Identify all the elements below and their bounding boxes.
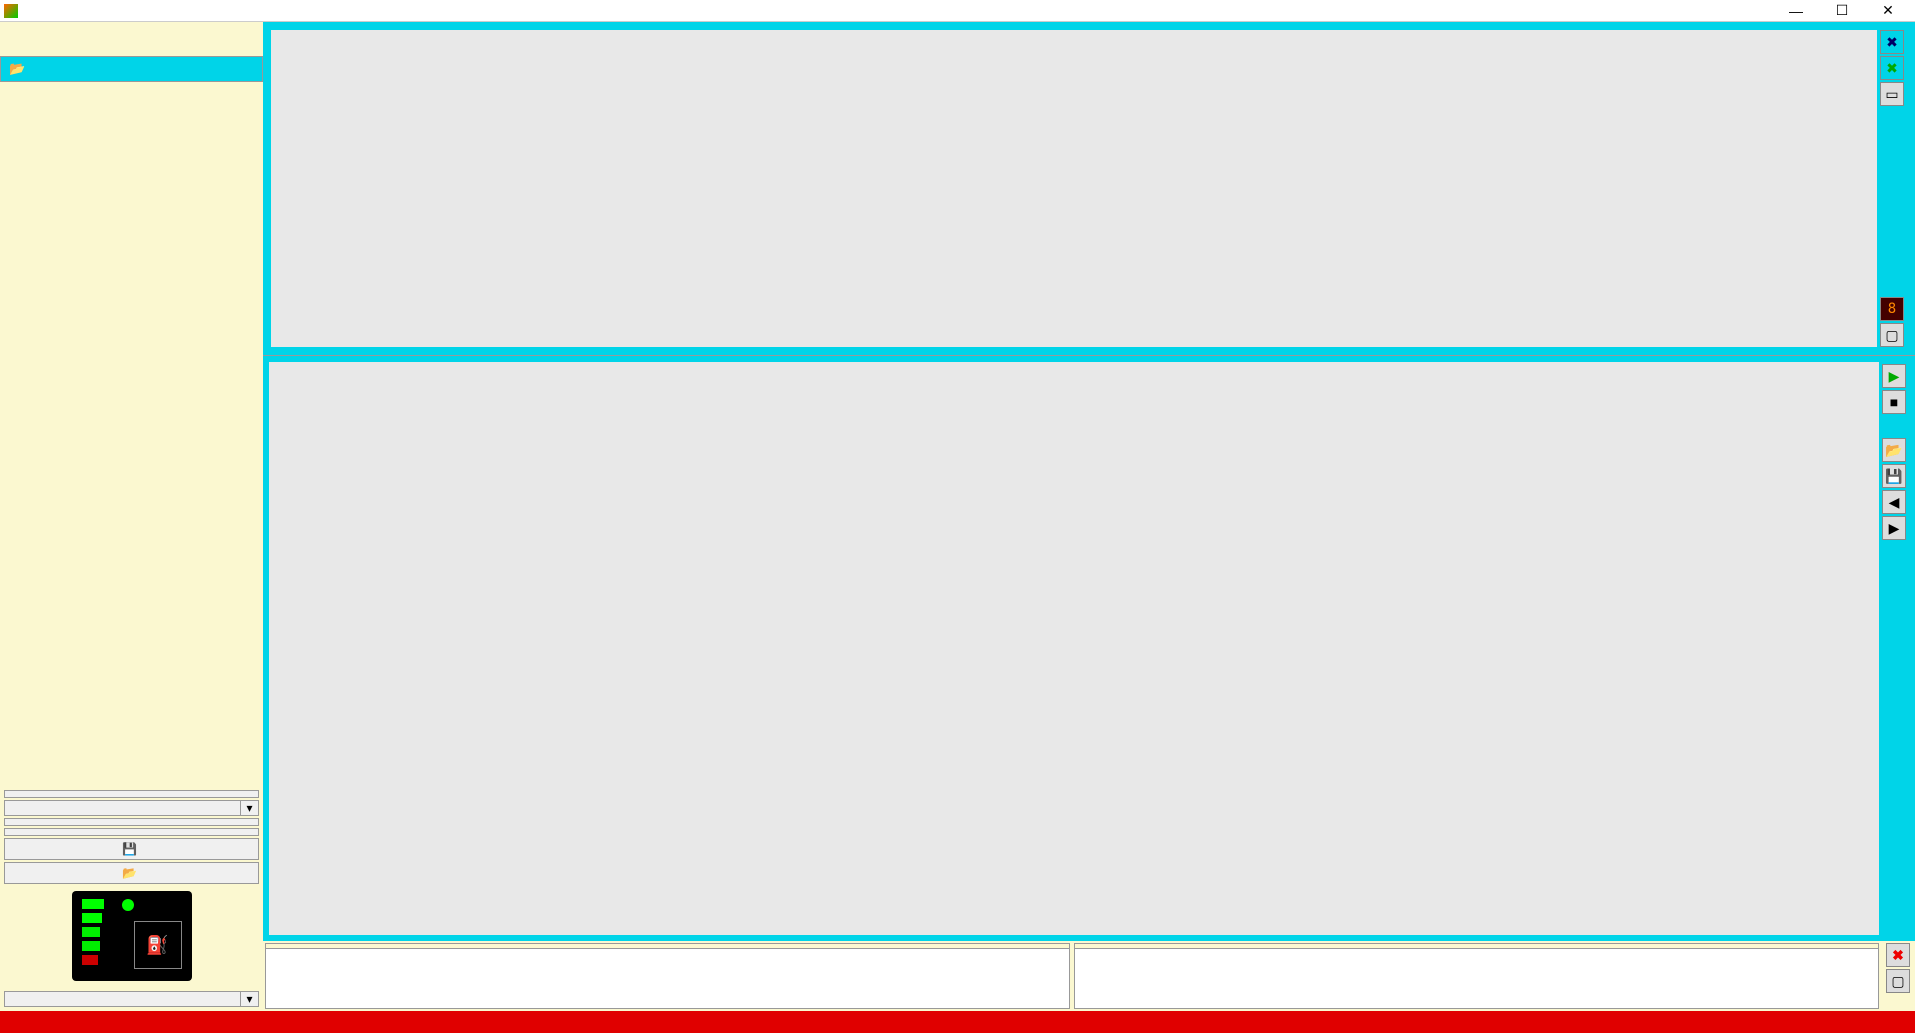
open-button[interactable]: 📂 bbox=[4, 862, 259, 884]
refresh-button[interactable] bbox=[4, 818, 259, 826]
oscilloscope-area: ▶ ■ 📂 💾 ◀ ▶ bbox=[263, 356, 1915, 941]
osc-stop-icon[interactable]: ■ bbox=[1882, 390, 1906, 414]
osc-save-icon[interactable]: 💾 bbox=[1882, 464, 1906, 488]
multiplier-chart[interactable] bbox=[271, 30, 1877, 347]
docs-button[interactable] bbox=[4, 790, 259, 798]
tool-rect-icon[interactable]: ▭ bbox=[1880, 82, 1904, 106]
settings-button[interactable]: 📂 bbox=[0, 56, 263, 82]
language-dropdown-icon[interactable]: ▾ bbox=[241, 800, 259, 816]
registered-errors-title bbox=[1075, 944, 1878, 949]
titlebar: — ☐ ✕ bbox=[0, 0, 1915, 22]
errors-area: ✖ ▢ bbox=[263, 941, 1915, 1011]
language-button[interactable] bbox=[4, 800, 241, 816]
registered-errors-panel bbox=[1074, 943, 1879, 1009]
ecu-errors-panel bbox=[265, 943, 1070, 1009]
gas-indicator: ⛽ bbox=[72, 891, 192, 981]
close-button[interactable]: ✕ bbox=[1865, 1, 1911, 21]
oscilloscope-chart[interactable] bbox=[269, 362, 1879, 935]
tool-box-icon[interactable]: ▢ bbox=[1880, 323, 1904, 347]
tool-zoom-x-icon[interactable]: ✖ bbox=[1880, 30, 1904, 54]
connection-dropdown-icon[interactable]: ▾ bbox=[241, 991, 259, 1007]
status-bar bbox=[0, 1011, 1915, 1033]
sidebar: 📂 ▾ 💾 📂 ⛽ ▾ bbox=[0, 22, 263, 1011]
osc-open-icon[interactable]: 📂 bbox=[1882, 438, 1906, 462]
tool-digit-icon[interactable]: 8 bbox=[1880, 297, 1904, 321]
multiplier-chart-area: ✖ ✖ ▭ 8 ▢ bbox=[263, 22, 1915, 355]
tool-check-icon[interactable]: ✖ bbox=[1880, 56, 1904, 80]
osc-next-icon[interactable]: ▶ bbox=[1882, 516, 1906, 540]
factory-reset-button[interactable] bbox=[4, 828, 259, 836]
ecu-errors-title bbox=[266, 944, 1069, 949]
save-button[interactable]: 💾 bbox=[4, 838, 259, 860]
connection-select[interactable] bbox=[4, 991, 241, 1007]
osc-play-icon[interactable]: ▶ bbox=[1882, 364, 1906, 388]
app-icon bbox=[4, 4, 18, 18]
osc-prev-icon[interactable]: ◀ bbox=[1882, 490, 1906, 514]
minimize-button[interactable]: — bbox=[1773, 1, 1819, 21]
errors-clear-icon[interactable]: ✖ bbox=[1886, 943, 1910, 967]
maximize-button[interactable]: ☐ bbox=[1819, 1, 1865, 21]
errors-box-icon[interactable]: ▢ bbox=[1886, 969, 1910, 993]
